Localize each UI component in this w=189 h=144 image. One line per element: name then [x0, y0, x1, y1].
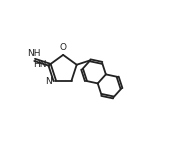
- Text: O: O: [60, 43, 67, 52]
- Text: N: N: [45, 77, 52, 86]
- Text: HN: HN: [33, 59, 47, 69]
- Text: NH: NH: [27, 49, 41, 58]
